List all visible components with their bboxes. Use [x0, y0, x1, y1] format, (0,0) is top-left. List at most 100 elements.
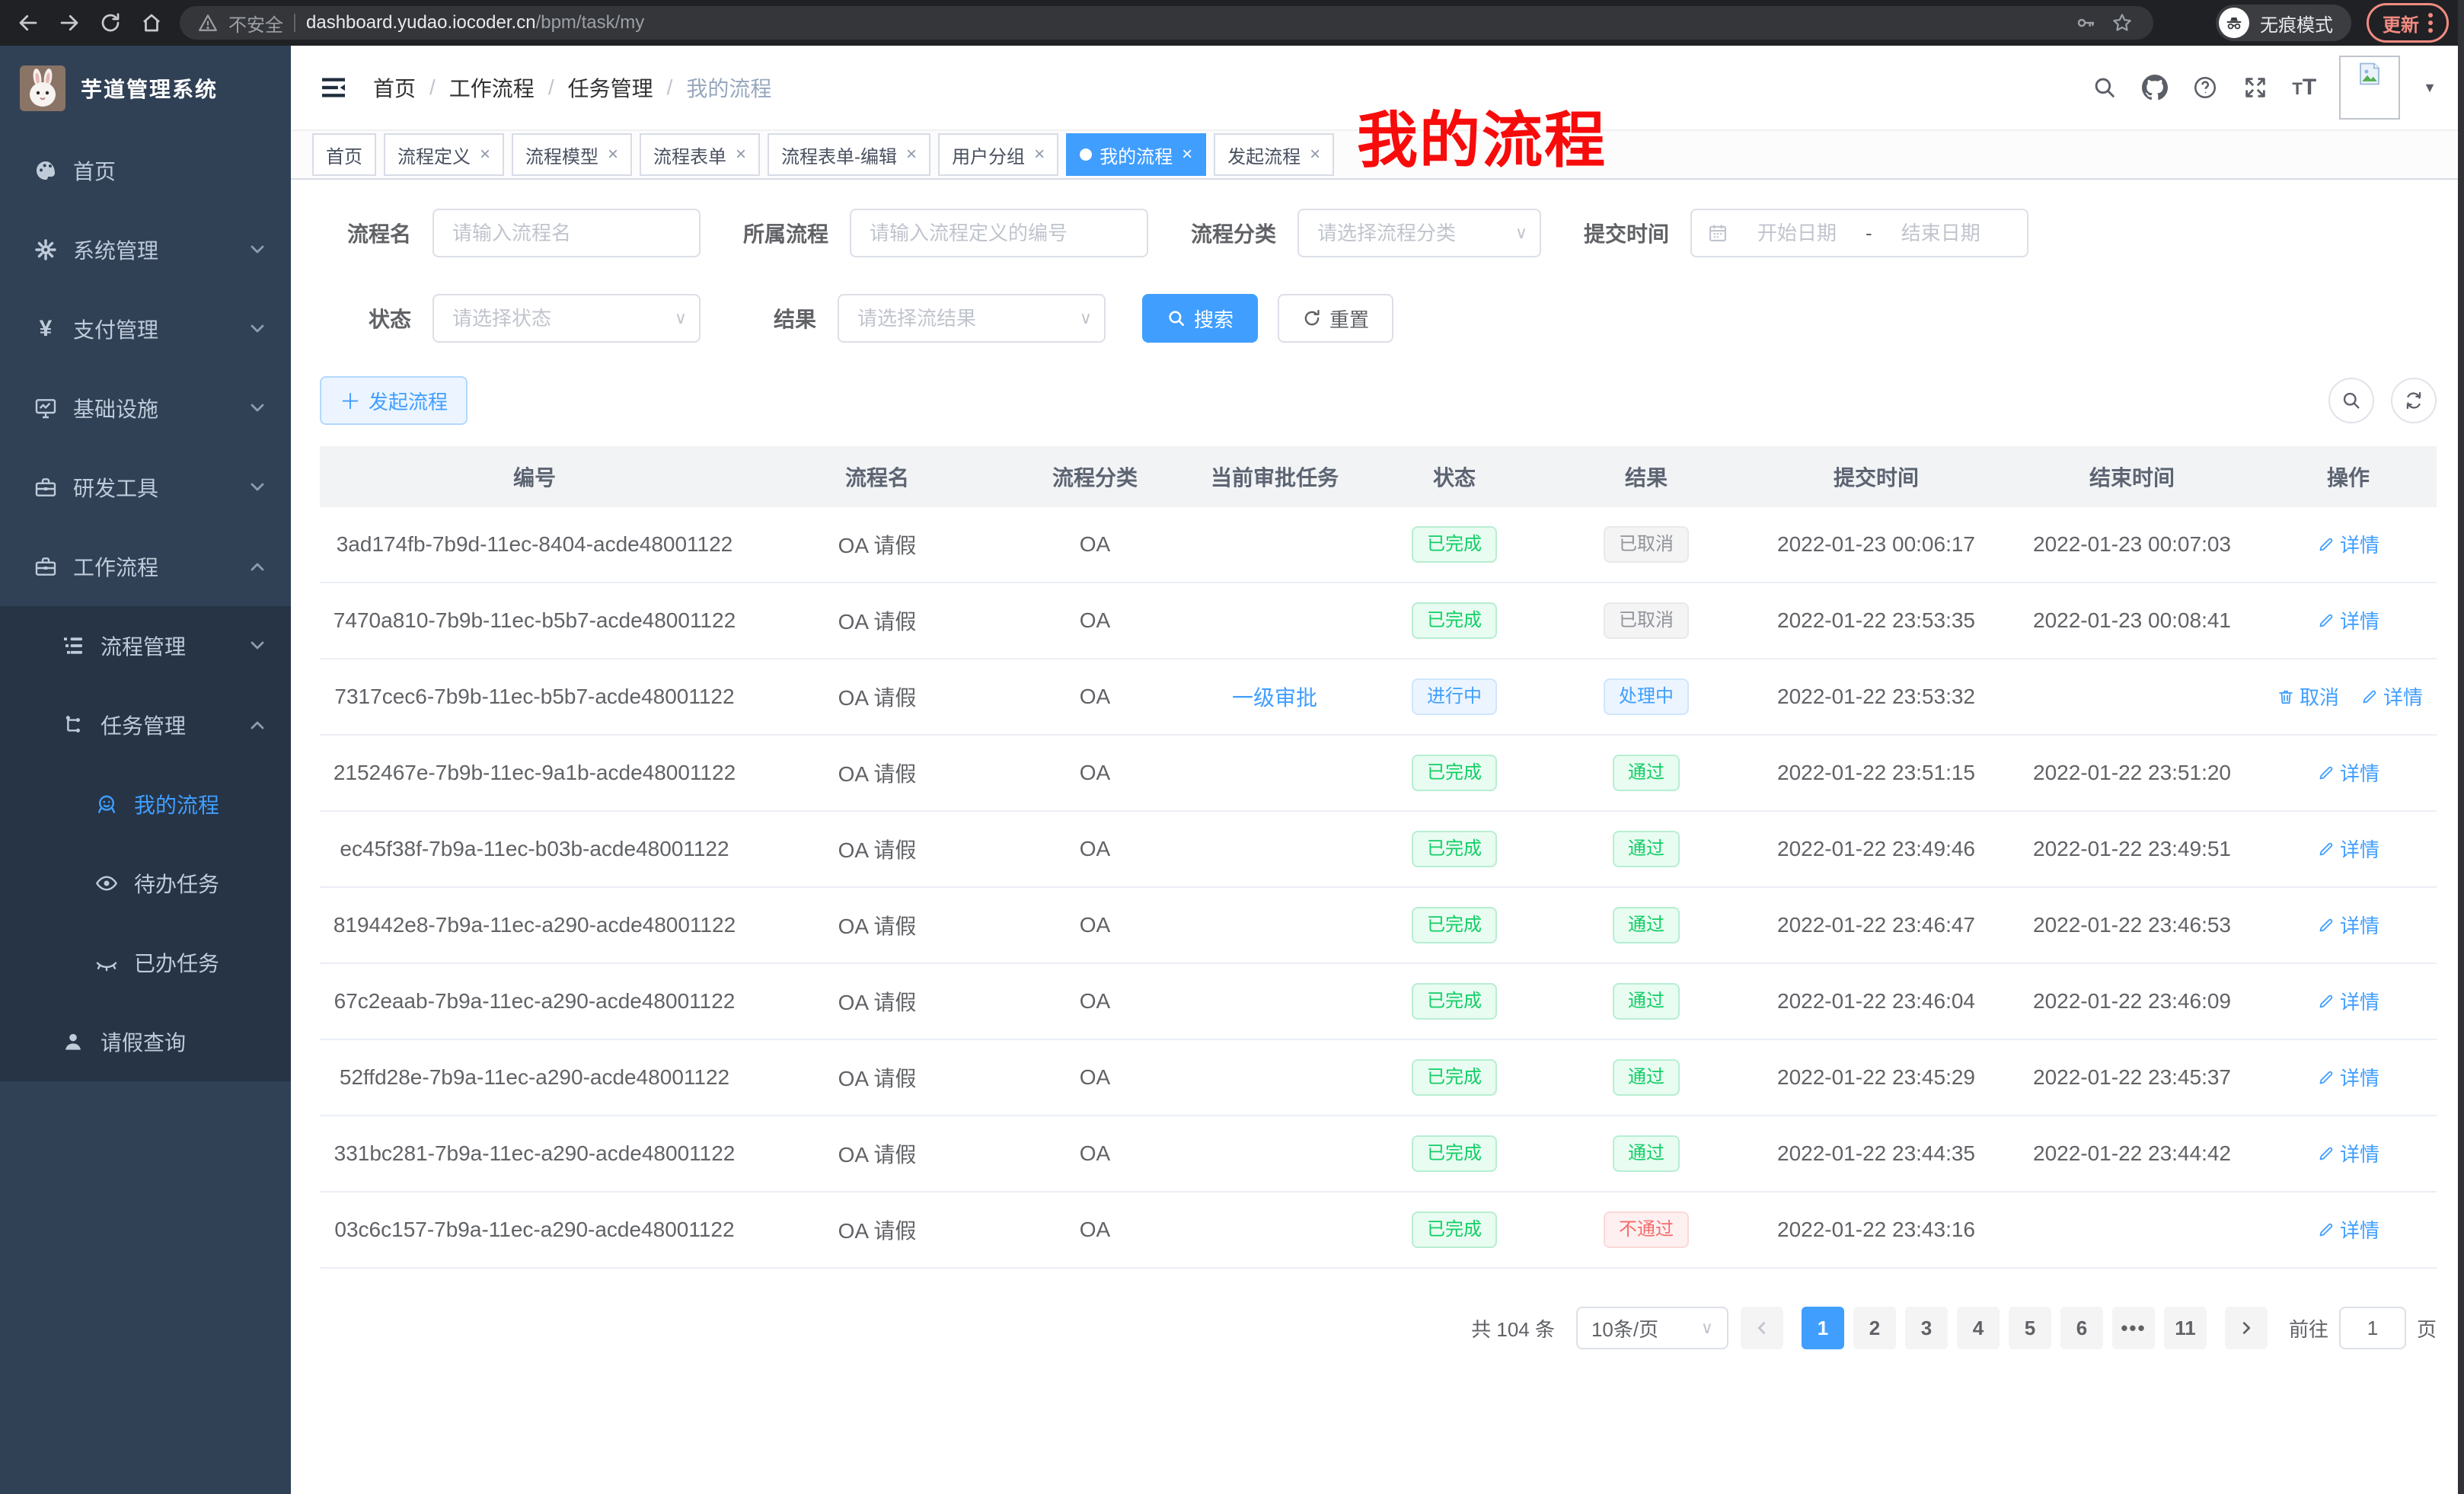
cancel-action-link[interactable]: 取消	[2277, 682, 2339, 710]
close-icon[interactable]: ×	[1034, 144, 1045, 164]
eye-closed-icon	[94, 950, 119, 975]
sidebar-item-已办任务[interactable]: 已办任务	[0, 923, 291, 1002]
detail-action-link[interactable]: 详情	[2317, 911, 2379, 939]
task-link[interactable]: 一级审批	[1231, 686, 1317, 710]
detail-action-link[interactable]: 详情	[2317, 1063, 2379, 1091]
sidebar-item-流程管理[interactable]: 流程管理	[0, 606, 291, 685]
end-date-input[interactable]	[1881, 219, 2000, 247]
tab-流程表单[interactable]: 流程表单 ×	[640, 133, 761, 176]
detail-action-link[interactable]: 详情	[2317, 530, 2379, 558]
page-button-4[interactable]: 4	[1956, 1307, 2000, 1349]
sidebar-item-请假查询[interactable]: 请假查询	[0, 1002, 291, 1081]
home-icon[interactable]	[139, 10, 164, 36]
page-button-6[interactable]: 6	[2060, 1307, 2103, 1349]
result-select[interactable]: ∨	[838, 294, 1106, 343]
cell-result: 已取消	[1544, 507, 1748, 583]
detail-action-link[interactable]: 详情	[2317, 835, 2379, 863]
sidebar-item-支付管理[interactable]: ¥ 支付管理	[0, 289, 291, 369]
sidebar-item-label: 工作流程	[73, 556, 159, 579]
sidebar-item-工作流程[interactable]: 工作流程	[0, 527, 291, 606]
close-icon[interactable]: ×	[1182, 144, 1193, 164]
avatar-dropdown-icon[interactable]: ▼	[2423, 79, 2437, 95]
goto-page-input[interactable]	[2338, 1307, 2406, 1349]
toggle-search-button[interactable]	[2328, 378, 2374, 423]
cell-category: OA	[1005, 583, 1185, 659]
close-icon[interactable]: ×	[608, 144, 619, 164]
page-ellipsis[interactable]: •••	[2111, 1307, 2155, 1349]
cell-end-time: 2022-01-23 00:07:03	[2004, 507, 2260, 583]
chevron-up-icon	[248, 716, 267, 734]
browser-menu-icon[interactable]	[2428, 13, 2433, 33]
status-select[interactable]: ∨	[432, 294, 701, 343]
sidebar-item-首页[interactable]: 首页	[0, 131, 291, 210]
edit-icon	[2317, 1068, 2335, 1087]
search-icon[interactable]	[2091, 74, 2118, 101]
key-icon[interactable]	[2073, 10, 2099, 36]
tab-流程表单-编辑[interactable]: 流程表单-编辑 ×	[768, 133, 931, 176]
submit-time-range-picker[interactable]: -	[1690, 209, 2029, 257]
close-icon[interactable]: ×	[736, 144, 747, 164]
sidebar-collapse-icon[interactable]	[318, 72, 349, 103]
refresh-button[interactable]	[2391, 378, 2437, 423]
search-button[interactable]: 搜索	[1142, 294, 1259, 343]
bookmark-star-icon[interactable]	[2109, 10, 2135, 36]
category-select[interactable]: ∨	[1297, 209, 1542, 257]
detail-action-link[interactable]: 详情	[2317, 1215, 2379, 1243]
table-row: 3ad174fb-7b9d-11ec-8404-acde48001122 OA 请…	[320, 507, 2437, 583]
next-page-button[interactable]	[2224, 1307, 2268, 1349]
font-size-icon[interactable]: TT	[2292, 75, 2317, 100]
detail-action-link[interactable]: 详情	[2317, 758, 2379, 787]
tab-流程模型[interactable]: 流程模型 ×	[512, 133, 633, 176]
sidebar-item-label: 已办任务	[134, 952, 220, 975]
sidebar-item-我的流程[interactable]: 我的流程	[0, 765, 291, 844]
sidebar-item-研发工具[interactable]: 研发工具	[0, 448, 291, 527]
close-icon[interactable]: ×	[1310, 144, 1321, 164]
close-icon[interactable]: ×	[480, 144, 491, 164]
page-button-5[interactable]: 5	[2008, 1307, 2051, 1349]
close-icon[interactable]: ×	[906, 144, 918, 164]
sidebar-item-任务管理[interactable]: 任务管理	[0, 685, 291, 765]
fullscreen-icon[interactable]	[2242, 74, 2269, 101]
page-button-1[interactable]: 1	[1801, 1307, 1844, 1349]
tab-发起流程[interactable]: 发起流程 ×	[1214, 133, 1335, 176]
start-date-input[interactable]	[1738, 219, 1857, 247]
process-name-input[interactable]	[432, 209, 701, 257]
page-button-2[interactable]: 2	[1853, 1307, 1896, 1349]
create-process-button[interactable]: ＋ 发起流程	[320, 376, 468, 425]
sidebar-item-label: 流程管理	[101, 635, 187, 659]
tab-我的流程[interactable]: 我的流程 ×	[1066, 133, 1207, 176]
cell-submit-time: 2022-01-22 23:53:32	[1748, 659, 2004, 736]
sidebar-item-待办任务[interactable]: 待办任务	[0, 844, 291, 923]
tree-icon	[61, 634, 85, 658]
tab-首页[interactable]: 首页	[312, 133, 376, 176]
github-icon[interactable]	[2141, 74, 2169, 101]
chevron-up-icon	[248, 557, 267, 576]
page-size-select[interactable]: 10条/页 ∨	[1575, 1307, 1728, 1349]
detail-action-link[interactable]: 详情	[2360, 682, 2423, 710]
sidebar-item-基础设施[interactable]: 基础设施	[0, 369, 291, 448]
cell-result: 通过	[1544, 963, 1748, 1040]
breadcrumb: 首页 / 工作流程 / 任务管理 / 我的流程	[373, 72, 771, 103]
back-icon[interactable]	[15, 10, 41, 36]
help-icon[interactable]	[2191, 74, 2219, 101]
tab-用户分组[interactable]: 用户分组 ×	[938, 133, 1059, 176]
sidebar-item-系统管理[interactable]: 系统管理	[0, 210, 291, 289]
breadcrumb-item[interactable]: 工作流程	[448, 77, 535, 101]
user-avatar[interactable]	[2339, 56, 2401, 120]
forward-icon[interactable]	[56, 10, 82, 36]
reset-button[interactable]: 重置	[1278, 294, 1394, 343]
prev-page-button[interactable]	[1740, 1307, 1783, 1349]
process-definition-input[interactable]	[850, 209, 1149, 257]
detail-action-link[interactable]: 详情	[2317, 606, 2379, 634]
detail-action-link[interactable]: 详情	[2317, 987, 2379, 1015]
tab-流程定义[interactable]: 流程定义 ×	[384, 133, 505, 176]
page-button-3[interactable]: 3	[1904, 1307, 1948, 1349]
page-button-11[interactable]: 11	[2163, 1307, 2207, 1349]
breadcrumb-item[interactable]: 任务管理	[567, 77, 653, 101]
detail-action-link[interactable]: 详情	[2317, 1139, 2379, 1167]
reload-icon[interactable]	[97, 10, 123, 36]
address-bar[interactable]: 不安全 dashboard.yudao.iocoder.cn/bpm/task/…	[180, 6, 2153, 40]
update-button[interactable]: 更新	[2367, 3, 2449, 43]
breadcrumb-item[interactable]: 首页	[373, 77, 417, 101]
app-logo[interactable]: 芋道管理系统	[0, 46, 291, 131]
